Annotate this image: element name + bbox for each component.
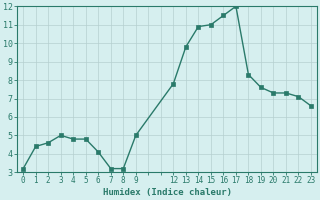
X-axis label: Humidex (Indice chaleur): Humidex (Indice chaleur): [103, 188, 232, 197]
